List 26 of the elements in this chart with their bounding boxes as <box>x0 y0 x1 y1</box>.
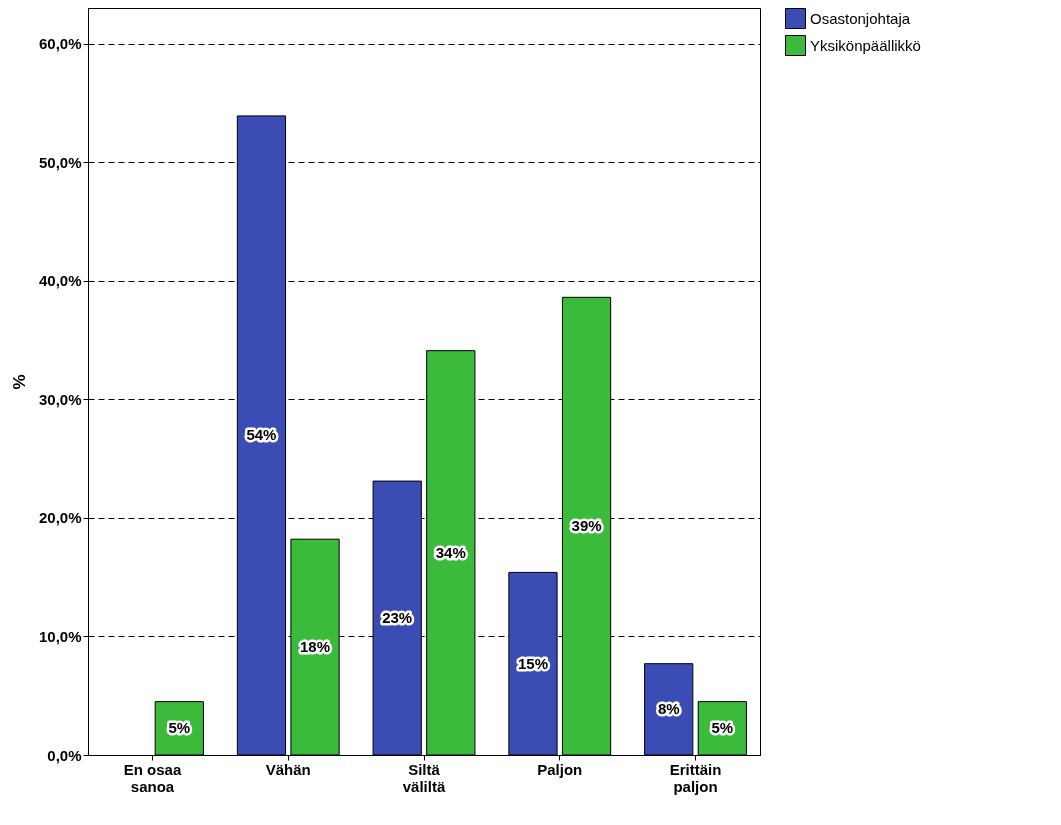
y-tick-label: 50,0% <box>38 153 82 171</box>
y-tick-label: 0,0% <box>47 746 82 764</box>
bar <box>236 115 287 756</box>
data-label: 8% <box>657 700 680 718</box>
x-tick-label: En osaa sanoa <box>123 760 182 795</box>
x-tick-label: Vähän <box>265 760 311 778</box>
data-label: 34% <box>435 543 466 561</box>
data-label: 23% <box>382 609 413 627</box>
x-tick-label: Erittäin paljon <box>669 760 722 795</box>
data-label: 54% <box>246 426 277 444</box>
data-label: 18% <box>300 638 331 656</box>
legend-label: Yksikönpäällikkö <box>810 36 921 54</box>
y-tick-label: 20,0% <box>38 509 82 527</box>
x-tick-label: Siltä väliltä <box>402 760 446 795</box>
data-label: 39% <box>571 517 602 535</box>
y-axis-title: % <box>9 374 29 390</box>
y-tick-label: 30,0% <box>38 390 82 408</box>
data-label: 15% <box>517 654 548 672</box>
x-tick-label: Paljon <box>537 760 583 778</box>
y-tick-label: 60,0% <box>38 35 82 53</box>
legend-label: Osastonjohtaja <box>810 9 911 27</box>
y-tick-label: 40,0% <box>38 272 82 290</box>
y-tick-label: 10,0% <box>38 627 82 645</box>
bar <box>644 663 694 756</box>
data-label: 5% <box>711 719 734 737</box>
data-label: 5% <box>168 719 191 737</box>
